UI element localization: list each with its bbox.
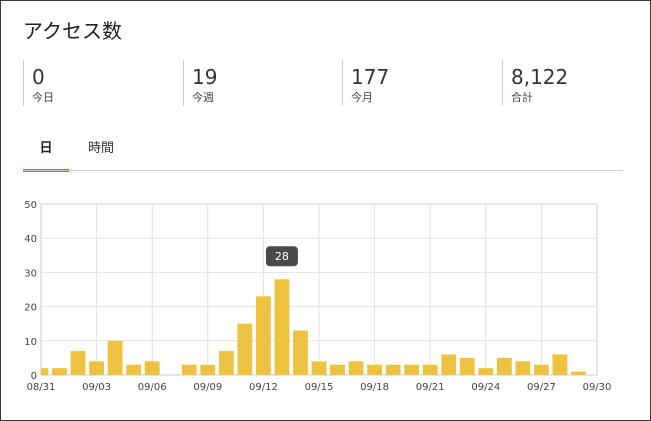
bar-09/03[interactable] [89, 361, 105, 375]
bar-09/24[interactable] [478, 368, 494, 375]
bar-tooltip: 28 [265, 246, 298, 267]
y-tick-label: 20 [24, 303, 37, 314]
y-tick-label: 0 [31, 371, 37, 382]
x-tick-label: 09/12 [249, 382, 278, 393]
bar-09/05[interactable] [126, 364, 142, 375]
bar-09/22[interactable] [441, 354, 457, 375]
stat-total: 8,122 合計 [502, 60, 568, 106]
bar-09/29[interactable] [571, 371, 586, 375]
bar-09/23[interactable] [459, 357, 475, 375]
stat-week: 19 今週 [183, 60, 217, 106]
bars [41, 279, 586, 375]
x-tick-label: 08/31 [27, 382, 56, 393]
stat-week-label: 今週 [192, 91, 214, 104]
x-tick-label: 09/09 [193, 382, 222, 393]
bar-09/11[interactable] [237, 323, 253, 375]
x-tick-label: 09/24 [471, 382, 500, 393]
x-tick-label: 09/03 [82, 382, 111, 393]
x-tick-label: 09/18 [360, 382, 389, 393]
bar-09/06[interactable] [144, 361, 160, 375]
panel-title: アクセス数 [23, 19, 122, 43]
x-tick-label: 09/06 [138, 382, 167, 393]
bar-09/27[interactable] [533, 364, 549, 375]
bar-09/01[interactable] [52, 368, 67, 375]
stat-week-value: 19 [192, 65, 218, 89]
bar-09/02[interactable] [70, 351, 86, 375]
bar-09/12[interactable] [255, 296, 271, 375]
stat-total-value: 8,122 [511, 65, 569, 89]
y-tick-label: 30 [24, 268, 37, 279]
x-tick-labels: 08/31 09/03 09/06 09/09 09/12 09/15 09/18 09/21… [27, 382, 612, 393]
y-tick-label: 10 [24, 337, 37, 348]
y-tick-labels: 0 10 20 30 40 50 [24, 200, 37, 382]
tooltip-value: 28 [275, 250, 289, 263]
bar-08/31[interactable] [41, 368, 49, 375]
stat-month: 177 今月 [342, 60, 389, 106]
stat-today-label: 今日 [32, 91, 54, 104]
bar-09/14[interactable] [293, 330, 308, 375]
bar-09/26[interactable] [515, 361, 531, 375]
stat-month-label: 今月 [351, 91, 373, 104]
stat-month-value: 177 [351, 65, 390, 89]
tooltip-box [265, 246, 298, 267]
bar-09/19[interactable] [385, 364, 401, 375]
x-tick-label: 09/15 [305, 382, 334, 393]
bar-09/28[interactable] [552, 354, 568, 375]
bar-09/10[interactable] [218, 351, 234, 375]
bar-09/13[interactable] [274, 279, 290, 375]
tabs-divider [23, 170, 623, 171]
stat-total-label: 合計 [511, 91, 533, 104]
tab-hour[interactable]: 時間 [87, 141, 114, 156]
bar-09/15[interactable] [311, 361, 327, 375]
x-tick-label: 09/27 [527, 382, 556, 393]
bar-09/25[interactable] [496, 357, 512, 375]
bar-09/16[interactable] [330, 364, 345, 375]
bar-09/20[interactable] [404, 364, 420, 375]
x-tick-label: 09/21 [416, 382, 445, 393]
stat-today: 0 今日 [23, 60, 54, 106]
y-tick-label: 40 [24, 234, 37, 245]
stat-today-value: 0 [32, 65, 45, 89]
bar-09/08[interactable] [181, 364, 197, 375]
x-tick-label: 09/30 [583, 382, 612, 393]
bar-09/04[interactable] [107, 340, 123, 375]
y-tick-label: 50 [24, 200, 37, 211]
bar-09/09[interactable] [200, 364, 216, 375]
bar-09/17[interactable] [348, 361, 364, 375]
bar-09/18[interactable] [367, 364, 383, 375]
bar-09/21[interactable] [422, 364, 438, 375]
